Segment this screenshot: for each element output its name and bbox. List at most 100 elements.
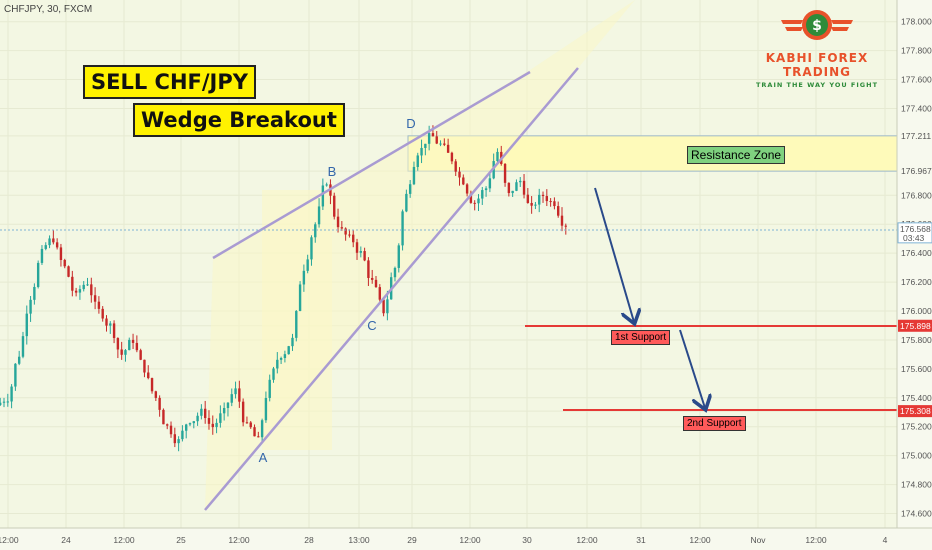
candle-body: [260, 420, 264, 438]
candle: [215, 418, 218, 434]
time-tick-label: 12:00: [228, 535, 250, 545]
candle-body: [14, 363, 17, 387]
price-axis-bg: [897, 0, 932, 528]
candle: [101, 306, 104, 322]
price-tick-label: 178.000: [901, 17, 932, 27]
price-tick: 177.211: [901, 131, 931, 141]
candle-body: [116, 338, 120, 350]
candle-body: [367, 260, 370, 278]
candle: [234, 381, 237, 399]
candle-body: [553, 201, 556, 207]
candle-body: [283, 354, 287, 359]
support-2-label: 2nd Support: [683, 416, 746, 431]
candle-body: [545, 196, 549, 202]
candle: [82, 281, 85, 292]
candle: [253, 424, 256, 437]
candle: [298, 281, 302, 312]
price-tick: 175.898: [898, 319, 932, 332]
price-tick-label: 176.967: [901, 166, 932, 176]
candle-body: [173, 434, 177, 444]
candle: [207, 410, 211, 430]
candle-body: [310, 237, 313, 260]
wedge-upper-line: [212, 70, 531, 260]
candle-body: [416, 155, 419, 167]
price-tick: 177.600: [901, 75, 932, 85]
candle: [382, 299, 385, 317]
candle: [63, 258, 66, 269]
candle: [420, 139, 423, 164]
candle: [249, 421, 252, 429]
resistance-zone-label: Resistance Zone: [687, 146, 786, 164]
candle-body: [245, 422, 249, 424]
price-tick: 175.600: [901, 364, 932, 374]
candle-body: [105, 318, 108, 326]
wave-label-b: B: [327, 164, 337, 179]
candle-body: [177, 439, 180, 444]
candle: [378, 284, 381, 302]
candle-body: [420, 147, 423, 156]
candle: [245, 416, 249, 424]
candle: [71, 270, 74, 297]
time-tick-label: 24: [61, 535, 71, 545]
candle: [465, 183, 469, 197]
candle: [367, 257, 370, 286]
candle-body: [503, 163, 507, 183]
candle: [333, 192, 336, 220]
candle-body: [207, 418, 211, 424]
candle-body: [112, 323, 116, 339]
candle: [52, 230, 55, 245]
candle-body: [287, 346, 290, 355]
candle-body: [128, 339, 131, 351]
candle-body: [29, 299, 32, 314]
candle: [287, 345, 290, 355]
candle: [276, 352, 279, 374]
candle-body: [268, 379, 271, 398]
candle-body: [25, 313, 28, 337]
candle-body: [44, 245, 47, 249]
candle: [268, 374, 271, 402]
candle: [128, 337, 131, 351]
candle-body: [181, 430, 184, 440]
candle-body: [465, 184, 469, 194]
candle-body: [557, 206, 560, 216]
price-tick-label: 176.400: [901, 248, 932, 258]
candle: [393, 266, 397, 282]
candle: [560, 207, 564, 232]
candle: [116, 337, 120, 359]
candle-body: [458, 171, 461, 178]
price-tick: 176.200: [901, 277, 932, 287]
price-tick-label: 175.200: [901, 422, 932, 432]
candle-body: [401, 211, 404, 246]
candle-body: [306, 259, 309, 271]
candle-body: [241, 401, 245, 423]
candle: [503, 163, 507, 187]
candle-body: [253, 427, 256, 437]
candle-body: [371, 277, 374, 280]
candle: [473, 200, 476, 211]
candle: [424, 143, 427, 156]
price-tick: 178.000: [901, 17, 932, 27]
candle-body: [124, 350, 127, 355]
candle-body: [469, 193, 473, 203]
candle-body: [359, 251, 363, 253]
candle: [147, 365, 150, 380]
wave-label-a: A: [258, 450, 268, 465]
time-tick-label: 12:00: [113, 535, 135, 545]
candle: [541, 191, 545, 203]
price-tick-label: 176.000: [901, 306, 932, 316]
candle: [93, 287, 97, 310]
candle: [124, 349, 127, 362]
candle: [188, 422, 192, 427]
candle-body: [272, 368, 275, 380]
candle-body: [230, 394, 233, 403]
dollar-coin-wings-icon: $: [781, 10, 853, 40]
candle-body: [52, 238, 55, 243]
price-tick-label: 175.898: [900, 321, 931, 331]
candle-body: [431, 133, 435, 137]
candle-body: [352, 234, 355, 243]
candle-body: [378, 287, 381, 300]
candle: [10, 384, 13, 409]
price-tick: 174.600: [901, 509, 932, 519]
candle-body: [427, 133, 431, 144]
